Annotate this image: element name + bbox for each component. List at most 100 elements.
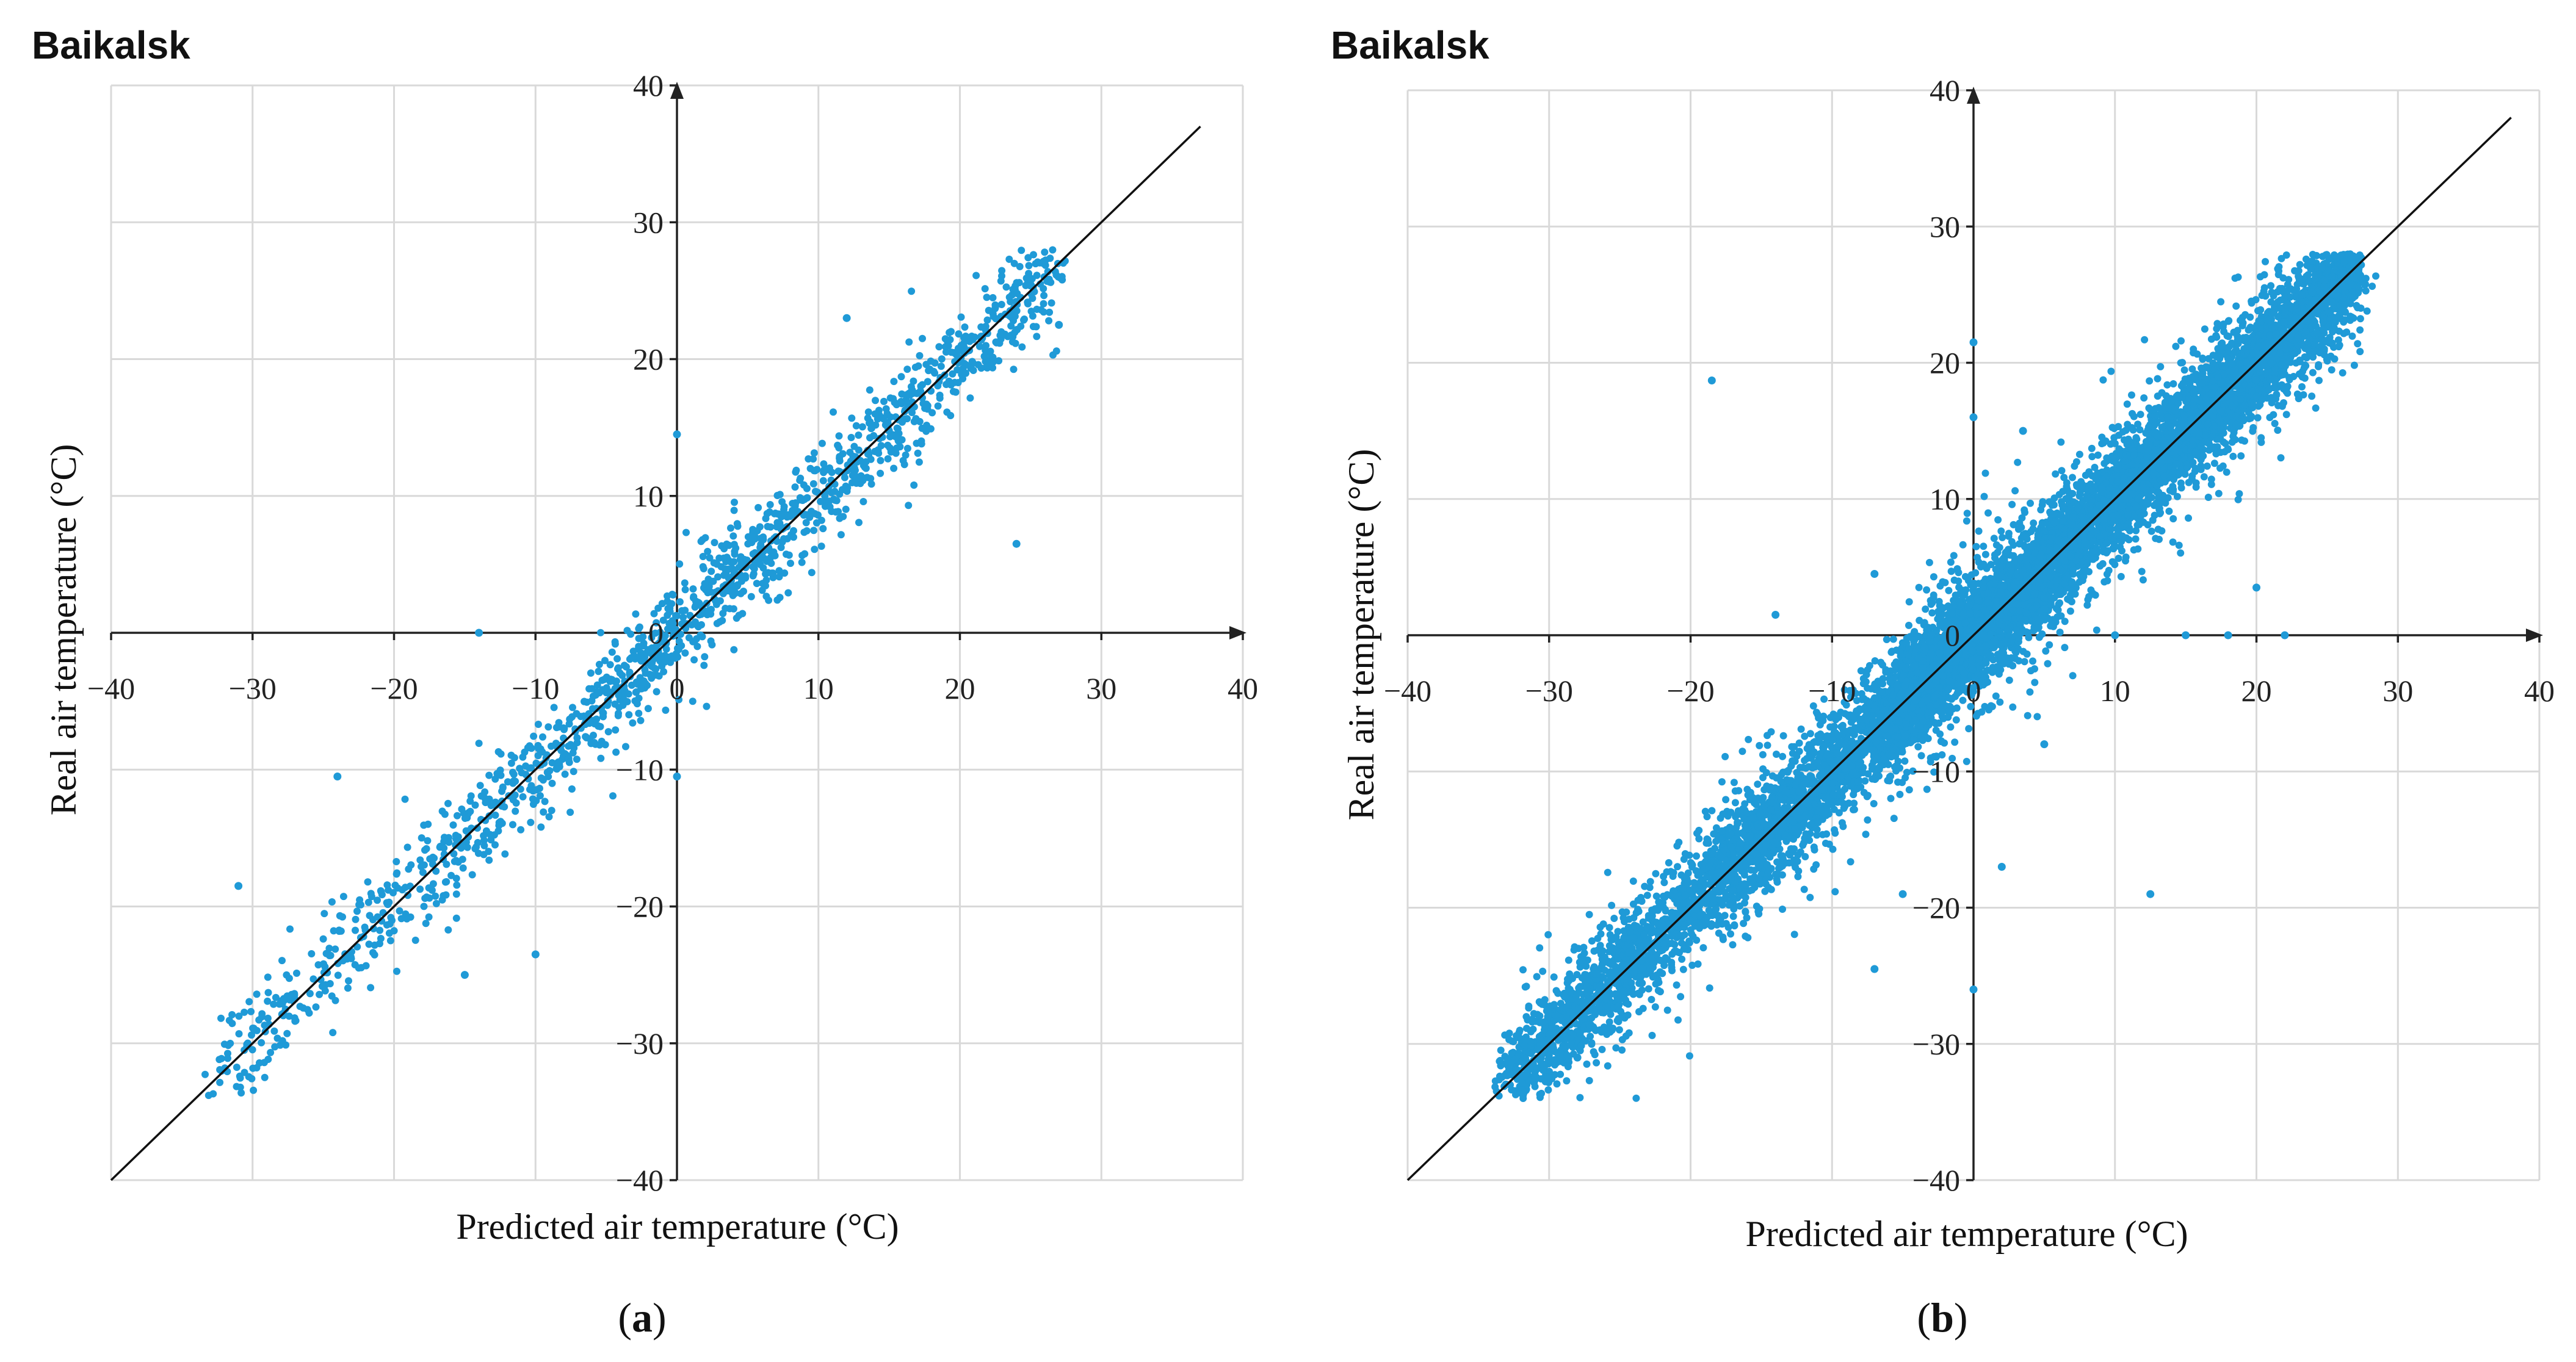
scatter-point [880,397,888,405]
scatter-point [831,488,839,495]
scatter-point [293,969,300,977]
x-tick-label: 10 [803,671,834,705]
panel-a-x-axis-title: Predicted air temperature (°C) [456,1206,899,1247]
scatter-point [2136,411,2144,419]
scatter-point [1049,246,1057,254]
scatter-point [877,456,885,464]
scatter-point [962,333,969,340]
scatter-point [896,443,904,451]
scatter-point [778,538,786,546]
scatter-point [629,719,637,727]
scatter-point [697,538,705,546]
scatter-point [497,771,505,779]
scatter-point [282,1041,290,1049]
scatter-point [2273,391,2281,399]
scatter-point [233,1083,241,1090]
scatter-point [220,1040,228,1048]
scatter-point [1905,598,1913,606]
scatter-point [803,494,811,502]
scatter-point [362,962,370,970]
scatter-point [1990,535,1998,542]
scatter-point [653,688,660,696]
scatter-point [537,823,545,831]
scatter-point [402,910,410,918]
scatter-point [730,541,738,549]
scatter-point [770,510,778,517]
scatter-point [1963,757,1970,765]
scatter-point [961,323,969,331]
scatter-point [374,896,381,904]
scatter-point [632,610,640,618]
scatter-point [566,809,574,816]
scatter-point [811,546,819,553]
scatter-point [682,528,690,536]
scatter-point [224,1054,231,1062]
scatter-point [730,506,738,514]
scatter-point [1032,323,1040,331]
scatter-point [640,642,648,650]
scatter-point [1011,339,1019,347]
scatter-point [731,588,739,596]
scatter-point [555,763,563,771]
scatter-point [1027,308,1035,315]
scatter-point [777,544,785,552]
scatter-point [742,574,750,582]
scatter-point [330,927,338,935]
scatter-point [424,837,432,845]
scatter-point [516,785,524,793]
scatter-point [2193,350,2201,358]
scatter-point [312,1003,320,1011]
scatter-point [673,773,681,780]
scatter-point [992,338,1000,346]
scatter-point [612,726,620,734]
scatter-point [376,940,383,948]
scatter-point [452,832,460,839]
scatter-point [875,449,883,457]
scatter-point [1756,741,1764,749]
scatter-point [2328,366,2335,374]
scatter-point [700,661,708,669]
scatter-point [316,990,324,998]
scatter-point [908,409,916,416]
y-tick-label: 20 [633,342,664,377]
scatter-point [802,519,810,527]
scatter-point [401,795,409,803]
scatter-point [530,732,538,740]
scatter-point [842,505,850,513]
scatter-point [763,510,771,517]
scatter-point [754,503,762,511]
scatter-point [2315,377,2323,384]
scatter-point [539,733,546,741]
scatter-point [453,881,461,889]
scatter-point [662,706,670,714]
scatter-point [989,294,997,301]
scatter-point [866,434,874,442]
scatter-point [596,741,604,749]
scatter-point [859,477,867,485]
scatter-point [548,779,556,787]
scatter-point [836,457,844,465]
scatter-point [555,719,563,727]
x-tick-label: 0 [670,671,685,705]
scatter-point [385,886,393,894]
scatter-point [675,638,683,645]
scatter-point [385,898,393,906]
scatter-point [1674,863,1681,871]
scatter-point [519,753,527,761]
scatter-point [2099,376,2107,384]
scatter-point [972,272,980,279]
scatter-point [1604,1062,1612,1070]
scatter-point [347,954,355,962]
scatter-point [328,898,336,906]
panel-a-reference-line [110,126,1201,1181]
scatter-point [447,871,455,879]
scatter-point [1020,316,1027,324]
scatter-point [393,858,400,865]
scatter-point [249,1064,257,1072]
scatter-point [601,741,609,749]
scatter-point [1779,906,1786,913]
scatter-point [420,903,428,910]
scatter-point [570,744,578,752]
scatter-point [809,480,817,488]
scatter-point [322,949,330,957]
